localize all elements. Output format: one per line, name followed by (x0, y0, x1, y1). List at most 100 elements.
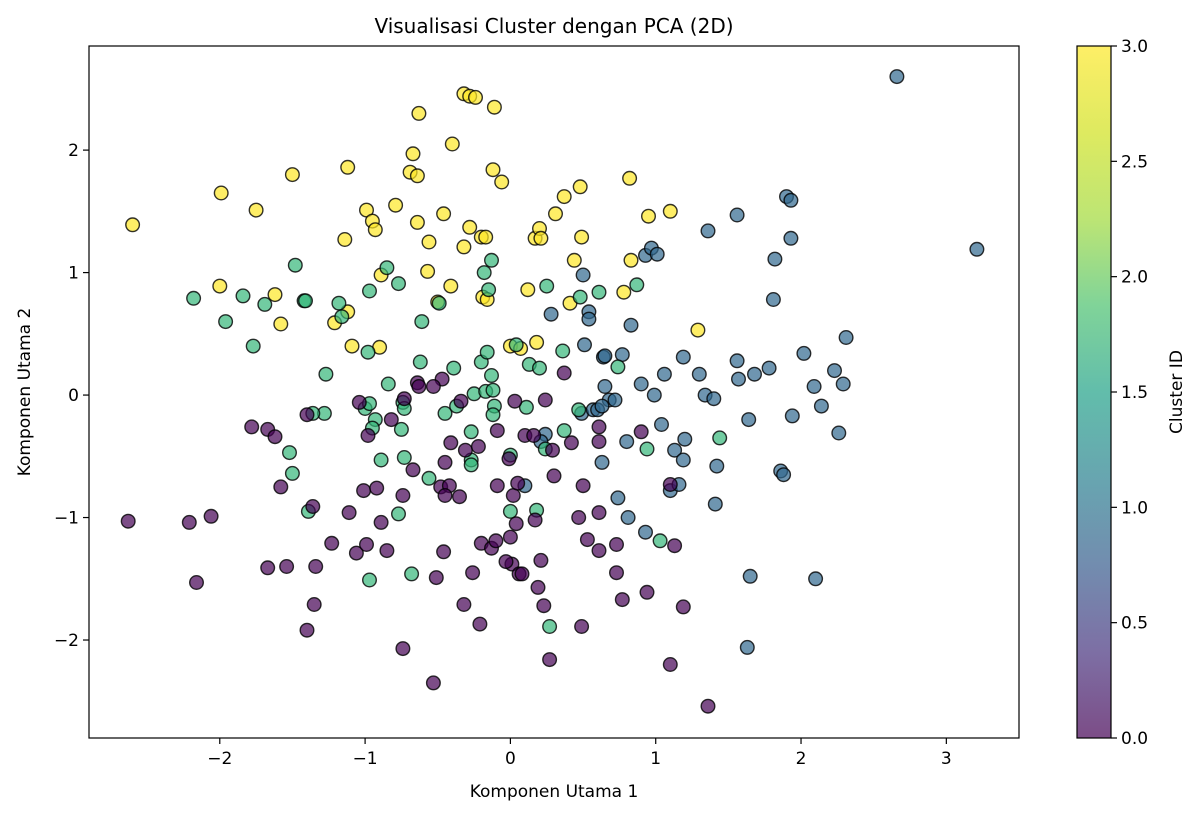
data-point-cluster-0 (437, 488, 453, 504)
data-point-cluster-0 (299, 622, 315, 638)
data-point-cluster-0 (508, 516, 524, 532)
data-point-cluster-0 (662, 477, 678, 493)
data-point-cluster-2 (431, 295, 447, 311)
data-point-cluster-0 (456, 597, 472, 613)
data-point-cluster-0 (457, 442, 473, 458)
data-point-cluster-2 (218, 314, 234, 330)
data-point-cluster-0 (203, 508, 219, 524)
data-point-cluster-0 (411, 379, 427, 395)
data-point-cluster-0 (395, 488, 411, 504)
colorbar-tick-label: 3.0 (1121, 37, 1148, 57)
data-point-cluster-0 (341, 505, 357, 521)
data-point-cluster-2 (393, 421, 409, 437)
data-point-cluster-1 (620, 510, 636, 526)
data-point-cluster-0 (383, 412, 399, 428)
data-point-cluster-1 (761, 360, 777, 376)
data-point-cluster-0 (453, 393, 469, 409)
data-point-cluster-0 (675, 599, 691, 615)
points-layer (120, 69, 985, 714)
data-point-cluster-2 (257, 296, 273, 312)
data-point-cluster-0 (308, 559, 324, 575)
data-point-cluster-3 (486, 99, 502, 115)
data-point-cluster-0 (533, 552, 549, 568)
data-point-cluster-0 (488, 533, 504, 549)
data-point-cluster-1 (731, 371, 747, 387)
data-point-cluster-1 (969, 241, 985, 257)
data-point-cluster-2 (629, 277, 645, 293)
data-point-cluster-0 (360, 428, 376, 444)
data-point-cluster-3 (213, 185, 229, 201)
data-point-cluster-0 (591, 419, 607, 435)
data-point-cluster-0 (536, 598, 552, 614)
data-point-cluster-0 (591, 434, 607, 450)
data-point-cluster-0 (244, 419, 260, 435)
data-point-cluster-2 (502, 503, 518, 519)
data-point-cluster-3 (485, 162, 501, 178)
data-point-cluster-2 (481, 282, 497, 298)
data-point-cluster-0 (502, 529, 518, 545)
data-point-cluster-2 (639, 441, 655, 457)
data-point-cluster-2 (446, 360, 462, 376)
data-point-cluster-0 (667, 538, 683, 554)
data-point-cluster-2 (479, 344, 495, 360)
data-point-cluster-0 (545, 442, 561, 458)
data-point-cluster-2 (414, 314, 430, 330)
data-point-cluster-0 (465, 565, 481, 581)
data-point-cluster-1 (675, 349, 691, 365)
data-point-cluster-1 (619, 434, 635, 450)
data-point-cluster-0 (498, 554, 514, 570)
data-point-cluster-1 (700, 223, 716, 239)
data-point-cluster-2 (556, 423, 572, 439)
data-point-cluster-2 (485, 407, 501, 423)
colorbar (1076, 45, 1112, 739)
data-point-cluster-1 (783, 192, 799, 208)
data-point-cluster-0 (510, 475, 526, 491)
data-point-cluster-1 (597, 348, 613, 364)
data-point-cluster-0 (609, 565, 625, 581)
colorbar-tick-label: 0.5 (1121, 614, 1148, 634)
data-point-cluster-1 (594, 398, 610, 414)
data-point-cluster-1 (610, 490, 626, 506)
data-point-cluster-0 (472, 616, 488, 632)
data-point-cluster-0 (425, 379, 441, 395)
data-point-cluster-1 (741, 412, 757, 428)
data-point-cluster-3 (409, 214, 425, 230)
data-point-cluster-2 (282, 445, 298, 461)
x-tick-label: 0 (505, 749, 516, 769)
data-point-cluster-1 (675, 452, 691, 468)
data-point-cluster-1 (597, 379, 613, 395)
data-point-cluster-3 (125, 217, 141, 233)
data-point-cluster-1 (808, 571, 824, 587)
data-point-cluster-3 (662, 203, 678, 219)
data-point-cluster-3 (641, 208, 657, 224)
data-point-cluster-0 (700, 698, 716, 714)
chart-title: Visualisasi Cluster dengan PCA (2D) (374, 14, 733, 38)
data-point-cluster-2 (380, 376, 396, 392)
data-point-cluster-2 (610, 359, 626, 375)
data-point-cluster-2 (373, 452, 389, 468)
colorbar-label: Cluster ID (1167, 350, 1187, 434)
data-point-cluster-0 (633, 424, 649, 440)
data-point-cluster-2 (476, 265, 492, 281)
data-point-cluster-0 (188, 575, 204, 591)
data-point-cluster-2 (379, 260, 395, 276)
data-point-cluster-1 (729, 353, 745, 369)
data-point-cluster-3 (267, 287, 283, 303)
data-point-cluster-0 (452, 489, 468, 505)
data-point-cluster-0 (120, 513, 136, 529)
data-point-cluster-0 (356, 483, 372, 499)
data-point-cluster-0 (639, 584, 655, 600)
data-point-cluster-1 (623, 317, 639, 333)
data-point-cluster-0 (470, 439, 486, 455)
colorbar-tick-label: 2.5 (1121, 152, 1148, 172)
data-point-cluster-1 (838, 330, 854, 346)
data-point-cluster-2 (318, 366, 334, 382)
data-point-cluster-3 (566, 252, 582, 268)
data-point-cluster-3 (520, 282, 536, 298)
data-point-cluster-0 (273, 479, 289, 495)
data-point-cluster-2 (712, 430, 728, 446)
data-point-cluster-0 (530, 579, 546, 595)
data-point-cluster-0 (537, 392, 553, 408)
data-point-cluster-2 (484, 368, 500, 384)
